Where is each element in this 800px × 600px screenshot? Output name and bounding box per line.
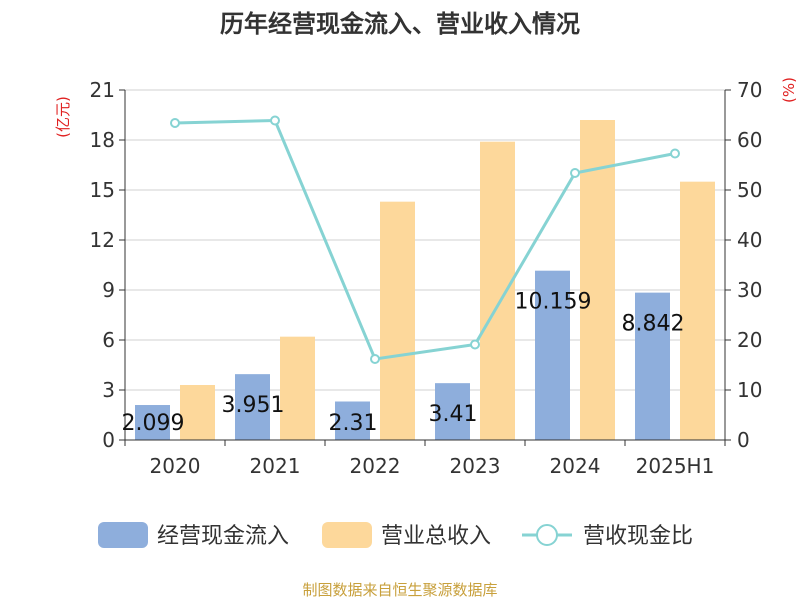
y-left-tick-label: 21	[90, 78, 115, 102]
bar-cash-inflow	[335, 401, 370, 440]
y-left-tick-label: 15	[90, 178, 115, 202]
y-left-tick-label: 18	[90, 128, 115, 152]
y-right-tick-label: 0	[737, 428, 750, 452]
ratio-point	[570, 168, 580, 178]
bar-revenue	[180, 385, 215, 440]
ratio-point	[270, 115, 280, 126]
data-label-cash-inflow: 10.159	[515, 290, 592, 315]
data-label-cash-inflow: 3.41	[429, 402, 478, 427]
y-right-tick-label: 40	[737, 228, 762, 252]
legend-swatch-ratio-marker	[536, 524, 558, 546]
chart-title: 历年经营现金流入、营业收入情况	[220, 10, 580, 38]
data-labels: 2.099 3.951 2.31 3.41 10.159 8.842	[122, 290, 685, 436]
x-tick-label: 2022	[350, 454, 401, 478]
axes: 0 3 6 9 12 15 18 21 0 10 20 30 40 50 60 70 2020 2021 2022 2…	[54, 77, 798, 478]
data-label-cash-inflow: 8.842	[622, 312, 685, 337]
bar-revenue	[680, 181, 715, 440]
x-tick-label: 2024	[550, 454, 601, 478]
y-right-unit-label: (%)	[780, 77, 798, 103]
legend-label-revenue: 营业总收入	[381, 524, 491, 549]
y-left-unit-label: (亿元)	[54, 96, 72, 138]
source-note: 制图数据来自恒生聚源数据库	[302, 581, 498, 599]
y-left-tick-label: 12	[90, 228, 115, 252]
bar-cash-inflow	[435, 383, 470, 440]
legend-swatch-cash-inflow	[98, 522, 148, 548]
ratio-point	[670, 148, 680, 159]
ratio-line	[170, 115, 680, 364]
y-right-tick-label: 30	[737, 278, 762, 302]
ratio-line-path	[174, 118, 676, 361]
y-left-tick-label: 6	[102, 328, 115, 352]
ratio-point	[170, 118, 180, 128]
x-tick-label: 2023	[450, 454, 501, 478]
data-label-cash-inflow: 3.951	[222, 393, 285, 418]
legend-label-ratio: 营收现金比	[583, 524, 693, 549]
y-left-tick-label: 9	[102, 278, 115, 302]
bar-cash-inflow	[535, 270, 570, 440]
y-right-tick-label: 60	[737, 128, 762, 152]
bar-revenue	[280, 336, 315, 440]
bar-revenue	[380, 201, 415, 440]
bar-cash-inflow	[235, 374, 270, 440]
x-tick-label: 2020	[150, 454, 201, 478]
y-right-tick-label: 70	[737, 78, 762, 102]
y-right-tick-label: 10	[737, 378, 762, 402]
bar-revenue	[580, 120, 615, 440]
legend-swatch-revenue	[322, 522, 372, 548]
y-right-tick-label: 20	[737, 328, 762, 352]
legend: 经营现金流入 营业总收入 营收现金比	[98, 522, 693, 549]
grid-lines	[125, 89, 725, 391]
legend-label-cash-inflow: 经营现金流入	[157, 524, 289, 549]
bar-cash-inflow	[135, 405, 170, 440]
x-tick-label: 2025H1	[636, 454, 715, 478]
ratio-point	[470, 339, 480, 350]
y-right-tick-label: 50	[737, 178, 762, 202]
bar-cash-inflow	[635, 292, 670, 440]
x-tick-label: 2021	[250, 454, 301, 478]
bar-revenue	[480, 141, 515, 440]
y-left-tick-label: 0	[102, 428, 115, 452]
bars	[135, 120, 715, 440]
data-label-cash-inflow: 2.099	[122, 411, 185, 436]
data-label-cash-inflow: 2.31	[329, 411, 378, 436]
y-left-tick-label: 3	[102, 378, 115, 402]
ratio-point	[370, 354, 380, 364]
